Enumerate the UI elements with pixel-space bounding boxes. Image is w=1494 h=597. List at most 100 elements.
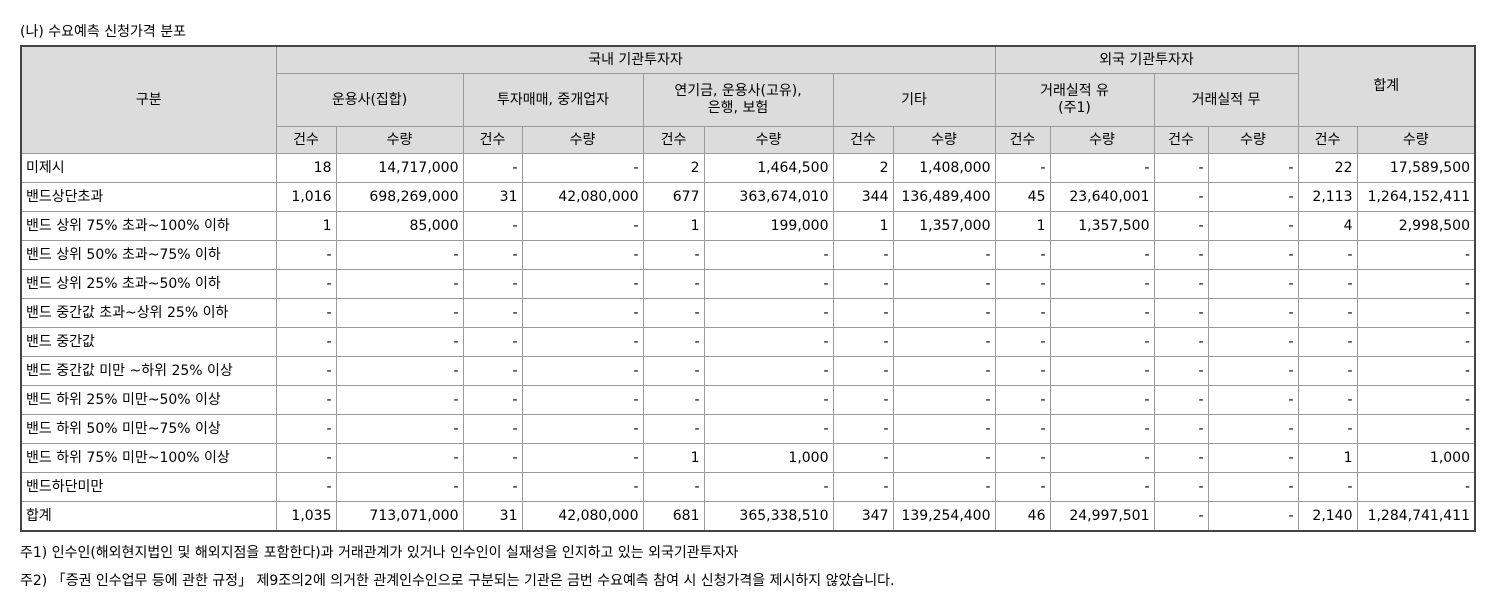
footnote-1: 주1) 인수인(해외현지법인 및 해외지점을 포함한다)과 거래관계가 있거나 … xyxy=(20,545,739,561)
table-title: (나) 수요예측 신청가격 분포 xyxy=(20,24,186,40)
header-total: 합계 xyxy=(1297,45,1476,127)
table-cell: 1,357,000 xyxy=(892,211,996,241)
table-cell: - xyxy=(462,414,523,444)
table-cell: - xyxy=(1049,298,1155,328)
table-cell: 363,674,010 xyxy=(703,182,834,212)
header-count: 건수 xyxy=(1153,126,1209,154)
table-cell: 23,640,001 xyxy=(1049,182,1155,212)
table-cell: - xyxy=(1207,356,1299,386)
row-label: 합계 xyxy=(20,501,277,532)
table-row: 밴드 중간값 초과~상위 25% 이하 - - - - - - - - - - - - - - xyxy=(20,298,1476,328)
table-cell: - xyxy=(1153,269,1209,299)
table-cell: - xyxy=(335,414,464,444)
table-cell: - xyxy=(892,240,996,270)
header-qty: 수량 xyxy=(521,126,644,154)
table-cell: 14,717,000 xyxy=(335,153,464,183)
row-label: 밴드 중간값 미만 ~하위 25% 이상 xyxy=(20,356,277,386)
table-cell: - xyxy=(275,414,337,444)
table-cell: - xyxy=(1049,472,1155,502)
table-cell: - xyxy=(521,240,644,270)
table-cell: - xyxy=(642,385,705,415)
table-cell: - xyxy=(462,153,523,183)
table-cell: 85,000 xyxy=(335,211,464,241)
table-cell: - xyxy=(462,298,523,328)
table-cell: - xyxy=(1049,153,1155,183)
table-cell: - xyxy=(1297,414,1358,444)
table-cell: - xyxy=(1207,211,1299,241)
table-cell: 42,080,000 xyxy=(521,182,644,212)
table-cell: - xyxy=(1153,327,1209,357)
table-cell: - xyxy=(994,472,1051,502)
table-row: 밴드 상위 75% 초과~100% 이하 1 85,000- -1 199,000 1 1,… xyxy=(20,211,1476,241)
table-cell: - xyxy=(994,414,1051,444)
table-cell: - xyxy=(892,385,996,415)
row-label: 밴드 상위 50% 초과~75% 이하 xyxy=(20,240,277,270)
table-cell: - xyxy=(832,356,894,386)
header-group: 투자매매, 중개업자 xyxy=(462,73,644,127)
row-label: 밴드하단미만 xyxy=(20,472,277,502)
header-count: 건수 xyxy=(832,126,894,154)
table-cell: 139,254,400 xyxy=(892,501,996,532)
table-cell: - xyxy=(1207,385,1299,415)
row-label: 밴드 하위 25% 미만~50% 이상 xyxy=(20,385,277,415)
table-cell: - xyxy=(335,327,464,357)
table-cell: 31 xyxy=(462,501,523,532)
row-label: 밴드 상위 75% 초과~100% 이하 xyxy=(20,211,277,241)
table-cell: - xyxy=(335,443,464,473)
table-row: 밴드상단초과 1,016 698,269,000 31 42,080,000 677 363… xyxy=(20,182,1476,212)
table-cell: - xyxy=(1207,472,1299,502)
table-cell: - xyxy=(832,327,894,357)
table-cell: - xyxy=(1297,298,1358,328)
table-cell: - xyxy=(1049,443,1155,473)
table-cell: - xyxy=(1297,269,1358,299)
table-cell: 681 xyxy=(642,501,705,532)
table-cell: - xyxy=(1207,414,1299,444)
header-group: 거래실적 무 xyxy=(1153,73,1299,127)
table-cell: - xyxy=(462,327,523,357)
table-row: 밴드 상위 50% 초과~75% 이하 - - - - - - - - - - - - - - xyxy=(20,240,1476,270)
table-cell: - xyxy=(1153,414,1209,444)
table-cell: 1,284,741,411 xyxy=(1356,501,1476,532)
table-cell: - xyxy=(1153,385,1209,415)
table-cell: - xyxy=(521,211,644,241)
table-cell: - xyxy=(832,414,894,444)
table-cell: 24,997,501 xyxy=(1049,501,1155,532)
header-count: 건수 xyxy=(275,126,337,154)
table-cell: - xyxy=(892,327,996,357)
table-cell: - xyxy=(994,385,1051,415)
table-cell: - xyxy=(1356,472,1476,502)
table-cell: - xyxy=(1153,356,1209,386)
header-count: 건수 xyxy=(642,126,705,154)
table-cell: - xyxy=(892,414,996,444)
table-cell: - xyxy=(703,472,834,502)
table-cell: - xyxy=(1207,153,1299,183)
table-cell: - xyxy=(1207,327,1299,357)
table-cell: 2,998,500 xyxy=(1356,211,1476,241)
table-cell: - xyxy=(1297,356,1358,386)
table-cell: - xyxy=(521,414,644,444)
table-cell: - xyxy=(1207,182,1299,212)
table-cell: - xyxy=(703,385,834,415)
table-cell: - xyxy=(832,472,894,502)
table-cell: - xyxy=(1297,472,1358,502)
table-row: 밴드 하위 25% 미만~50% 이상 - - - - - - - - - - - - - - xyxy=(20,385,1476,415)
table-cell: - xyxy=(832,240,894,270)
header-qty: 수량 xyxy=(703,126,834,154)
table-cell: - xyxy=(1049,356,1155,386)
table-cell: 2,113 xyxy=(1297,182,1358,212)
table-cell: - xyxy=(335,298,464,328)
table-cell: - xyxy=(994,269,1051,299)
table-cell: - xyxy=(462,269,523,299)
table-cell: - xyxy=(275,472,337,502)
table-cell: - xyxy=(892,443,996,473)
table-cell: - xyxy=(703,327,834,357)
table-cell: 347 xyxy=(832,501,894,532)
table-cell: - xyxy=(1153,211,1209,241)
table-cell: 22 xyxy=(1297,153,1358,183)
table-cell: - xyxy=(462,472,523,502)
table-cell: 1,264,152,411 xyxy=(1356,182,1476,212)
table-cell: - xyxy=(642,269,705,299)
header-qty: 수량 xyxy=(335,126,464,154)
table-cell: 2 xyxy=(642,153,705,183)
table-cell: 1 xyxy=(275,211,337,241)
